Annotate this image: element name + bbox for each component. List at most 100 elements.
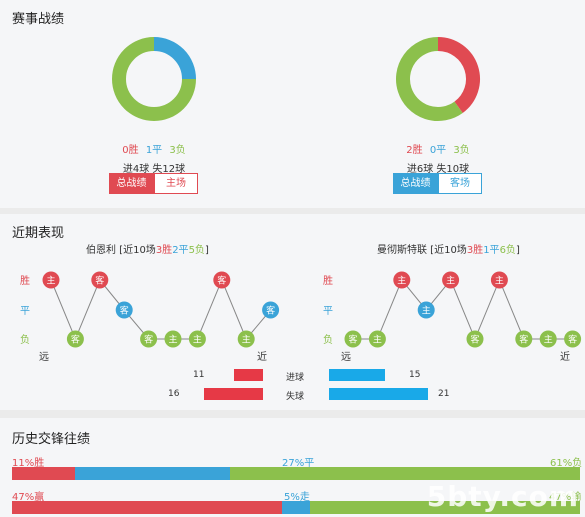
- away-draw-count: 0平: [429, 145, 447, 156]
- home-donut-slice-draw: [153, 37, 196, 80]
- away-form-point[interactable]: [490, 271, 508, 289]
- away-form-point[interactable]: [442, 271, 460, 289]
- home-loss-count: 3负: [169, 145, 186, 156]
- away-loss-count: 3负: [453, 145, 470, 156]
- away-donut-slice-win: [437, 37, 480, 113]
- home-form-venue: 客: [95, 275, 104, 287]
- away-form-venue: 主: [495, 275, 504, 287]
- handicap-loss-bar: [310, 501, 580, 514]
- away-form-point[interactable]: [368, 330, 386, 348]
- home-conceded-value: 16: [168, 389, 180, 399]
- home-form-venue: 客: [120, 305, 129, 317]
- history-win-bar: [12, 467, 76, 480]
- away-caption-loss: 6负: [499, 245, 516, 256]
- recent-title: 近期表现: [12, 226, 65, 241]
- handicap-win-label: 47%赢: [12, 492, 45, 503]
- away-donut-slice-loss: [396, 37, 463, 121]
- handicap-loss-label: 47%输: [549, 492, 582, 503]
- conceded-label: 失球: [286, 392, 305, 402]
- home-caption-loss: 5负: [188, 245, 205, 256]
- away-form-point[interactable]: [393, 271, 411, 289]
- home-axis-far: 远: [39, 351, 49, 363]
- home-caption-draw: 2平: [172, 245, 189, 256]
- home-form-point[interactable]: [66, 330, 84, 348]
- away-form-point[interactable]: [564, 330, 582, 348]
- away-form-caption: 曼彻斯特联 [近10场3胜1平6负]: [377, 241, 520, 256]
- home-record-stats: 0胜 1平 3负 进4球 失12球: [64, 141, 244, 175]
- home-form-point[interactable]: [91, 271, 109, 289]
- away-form-venue: 客: [568, 334, 577, 346]
- away-caption-suffix: ]: [515, 245, 520, 256]
- home-tab-overall[interactable]: 总战绩: [109, 173, 154, 194]
- history-loss-bar: [230, 467, 580, 480]
- away-tabs: 总战绩 客场: [393, 173, 482, 194]
- home-form-point[interactable]: [140, 330, 158, 348]
- home-tabs: 总战绩 主场: [109, 173, 198, 194]
- home-conceded-bar: [203, 388, 263, 400]
- home-form-line: [50, 278, 271, 341]
- away-conceded-bar: [329, 388, 429, 400]
- home-form-venue: 客: [266, 305, 275, 317]
- away-scored-value: 15: [409, 370, 421, 380]
- home-form-venue: 客: [71, 334, 80, 346]
- away-form-venue: 客: [348, 334, 357, 346]
- home-form-point[interactable]: [237, 330, 255, 348]
- history-draw-bar: [75, 467, 231, 480]
- away-form-venue: 客: [470, 334, 479, 346]
- home-axis-d: 平: [20, 306, 30, 317]
- home-form-venue: 客: [144, 334, 153, 346]
- history-draw-label: 27%平: [282, 458, 315, 469]
- away-form-venue: 主: [397, 275, 406, 287]
- home-scored-value: 11: [193, 370, 205, 380]
- home-donut-slice-loss: [112, 37, 196, 121]
- away-form-chart: 胜平负客主主主主客主客主客远近: [323, 271, 582, 363]
- away-form-point[interactable]: [417, 301, 435, 319]
- home-form-point[interactable]: [115, 301, 133, 319]
- home-form-venue: 主: [242, 334, 251, 346]
- history-panel: 历史交锋往绩 11%胜 27%平 61%负 47%赢 5%走 47%输 5bty…: [0, 418, 585, 517]
- away-form-point[interactable]: [539, 330, 557, 348]
- away-axis-l: 负: [323, 333, 333, 346]
- away-axis-near: 近: [560, 350, 570, 363]
- away-tab-away[interactable]: 客场: [438, 173, 482, 194]
- history-win-label: 11%胜: [12, 458, 45, 469]
- away-conceded-value: 21: [438, 389, 450, 399]
- away-axis-d: 平: [323, 306, 333, 317]
- away-form-point[interactable]: [344, 330, 362, 348]
- home-form-caption: 伯恩利 [近10场3胜2平5负]: [86, 241, 209, 256]
- home-caption-win: 3胜: [155, 245, 173, 256]
- home-form-point[interactable]: [164, 330, 182, 348]
- away-form-line: [353, 278, 573, 341]
- home-form-venue: 主: [193, 334, 202, 346]
- home-draw-count: 1平: [145, 145, 163, 156]
- home-form-point[interactable]: [262, 301, 280, 319]
- site-watermark: 5bty.com: [426, 480, 579, 513]
- away-caption-prefix: 曼彻斯特联 [近10场: [377, 245, 467, 256]
- home-form-venue: 客: [217, 275, 226, 287]
- away-goals-summary: 进6球 失10球: [406, 164, 470, 175]
- away-axis-w: 胜: [323, 275, 333, 287]
- away-scored-bar: [329, 369, 385, 381]
- home-form-chart: 胜平负主客客客客主主客主客远近: [20, 271, 280, 363]
- home-win-count: 0胜: [122, 145, 139, 156]
- away-form-point[interactable]: [515, 330, 533, 348]
- home-goals-summary: 进4球 失12球: [122, 164, 186, 175]
- home-form-point[interactable]: [188, 330, 206, 348]
- away-form-venue: 客: [519, 334, 528, 346]
- away-record-donut: [396, 37, 480, 121]
- record-panel: 赛事战绩 0胜 1平 3负 进4球 失12球 2胜 0平 3负 进6球 失10球…: [0, 0, 585, 208]
- scored-label: 进球: [286, 373, 305, 383]
- home-tab-home[interactable]: 主场: [154, 173, 198, 194]
- home-form-point[interactable]: [213, 271, 231, 289]
- home-caption-suffix: ]: [204, 245, 209, 256]
- recent-form-panel: 近期表现 伯恩利 [近10场3胜2平5负] 曼彻斯特联 [近10场3胜1平6负]…: [0, 214, 585, 410]
- record-title: 赛事战绩: [12, 12, 65, 27]
- away-axis-far: 远: [341, 351, 351, 363]
- home-form-point[interactable]: [42, 271, 60, 289]
- home-form-venue: 主: [168, 334, 177, 346]
- away-tab-overall[interactable]: 总战绩: [393, 173, 438, 194]
- handicap-push-bar: [281, 501, 311, 514]
- history-loss-label: 61%负: [550, 458, 583, 469]
- away-form-point[interactable]: [466, 330, 484, 348]
- away-form-venue: 主: [446, 275, 455, 287]
